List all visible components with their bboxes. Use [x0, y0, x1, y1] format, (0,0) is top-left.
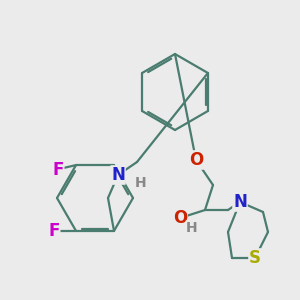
Text: N: N — [111, 166, 125, 184]
Text: H: H — [186, 221, 198, 235]
Text: S: S — [249, 249, 261, 267]
Text: F: F — [52, 161, 64, 179]
Text: F: F — [48, 222, 60, 240]
Text: O: O — [173, 209, 187, 227]
Text: N: N — [233, 193, 247, 211]
Text: O: O — [189, 151, 203, 169]
Text: H: H — [135, 176, 147, 190]
